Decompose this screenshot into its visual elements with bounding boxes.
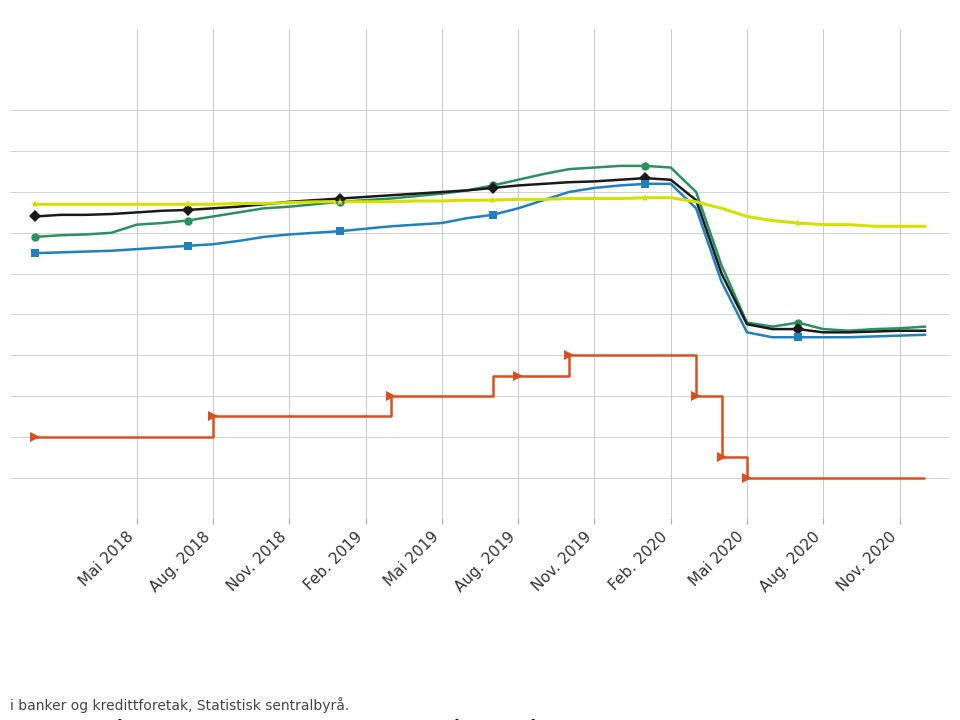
Legend: Nye lån, flytende rente, Nye lån, fast rente, Utestående utlån, flytende rente, : Nye lån, flytende rente, Nye lån, fast r… [12, 712, 643, 720]
Text: i banker og kredittforetak, Statistisk sentralbyrå.: i banker og kredittforetak, Statistisk s… [10, 697, 348, 713]
